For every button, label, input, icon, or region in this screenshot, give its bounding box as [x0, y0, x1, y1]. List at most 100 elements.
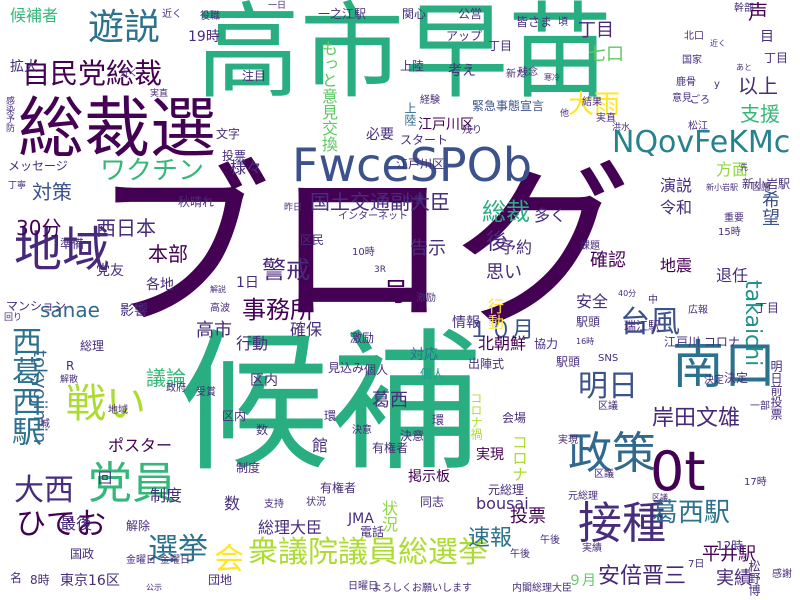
word-seifu: 政府: [166, 383, 186, 394]
word-kasai: 葛西: [372, 390, 408, 411]
word-goro: ごろ: [690, 95, 710, 106]
word-jitsugen2: 実現: [558, 435, 578, 446]
word-kugi2: 区議: [598, 401, 618, 412]
word-gekirei2: 激励: [416, 293, 436, 304]
word-iken: 意見: [672, 93, 692, 104]
word-kaisan: 解散: [60, 375, 79, 385]
word-kettei: 決定: [724, 371, 749, 385]
word-kokuji: 告示: [410, 238, 446, 259]
word-edogawaku: 江戸川区: [418, 117, 474, 133]
word-houmen: 方面: [716, 160, 749, 179]
word-7ka: 7日: [688, 559, 705, 570]
word-reiwa: 令和: [660, 198, 693, 217]
word-12ji: 12時: [716, 539, 744, 553]
word-kai-big: 会: [214, 542, 244, 577]
word-nokori: 残り: [462, 125, 482, 136]
word-y: y: [714, 79, 720, 90]
word-chuu: 中: [648, 295, 658, 306]
word-koe: 声: [748, 0, 768, 24]
word-touin: 党員: [88, 458, 176, 509]
word-shiki: 行動: [485, 298, 504, 330]
word-choume4: 丁目: [488, 39, 513, 53]
word-mawari: 回り: [4, 313, 23, 323]
word-9gatsu: ９月: [568, 573, 596, 589]
word-30fun: 30分: [16, 216, 62, 240]
word-0t: 0t: [650, 440, 706, 503]
word-sakujitsu: 昨日: [284, 203, 303, 213]
word-takanami: 高波: [210, 303, 230, 314]
word-sokuhou: 速報: [468, 526, 513, 551]
word-ketsui: 決意: [400, 429, 425, 443]
word-tokyo16ku: 東京16区: [60, 573, 120, 589]
word-jitsuseki: 実績: [716, 568, 752, 589]
word-moto-souri2: 元総理: [568, 491, 598, 502]
word-kan: 館: [312, 436, 329, 455]
word-internet: インターネット: [338, 211, 408, 222]
word-3r: 3R: [374, 265, 386, 275]
word-mizue-eki: 瑞江駅: [624, 319, 661, 333]
word-kansha: 感謝: [772, 569, 792, 580]
word-ooame: 大雨: [568, 90, 621, 120]
word-ijou: 以上: [738, 74, 778, 98]
word-fwcespob: FwceSPOb: [292, 138, 533, 192]
word-chikaku: 近く: [162, 9, 182, 20]
word-choume3: 丁目: [764, 51, 789, 65]
word-shiro: 城: [40, 419, 50, 430]
word-shien: 支援: [740, 102, 780, 126]
word-touhyou: 投票: [510, 506, 546, 527]
word-kakuchi: 各地: [146, 277, 174, 293]
word-kasai-eki: 葛西駅: [652, 498, 731, 528]
word-tokyojimin: tokyojimin: [29, 350, 50, 444]
word-takaichi: 高市: [196, 320, 232, 341]
word-nankou: 南口: [672, 336, 777, 396]
word-kojin: 個人: [420, 367, 445, 381]
word-kitaguchi: 北口: [684, 31, 704, 42]
word-kinyoubi: 金曜日: [160, 555, 190, 566]
word-kangae: 考え: [448, 63, 476, 79]
word-r: R: [66, 359, 75, 373]
word-jouriku2: 上陸: [400, 59, 425, 73]
word-gou: 号: [383, 278, 410, 308]
word-mei: 名: [10, 571, 23, 585]
word-juuyou: 重要: [724, 213, 744, 224]
word-samazama: 様々: [230, 158, 263, 177]
word-joukyou: 状況: [379, 500, 398, 532]
word-jma: JMA: [348, 511, 374, 527]
word-kishida: 岸田文雄: [652, 406, 741, 431]
word-vaccine: ワクチン: [100, 156, 205, 186]
word-message: メッセージ: [8, 159, 68, 173]
word-ichibu: 一部: [750, 401, 770, 412]
word-motto-iken: もっと意見交換: [319, 40, 338, 152]
word-kokudo: 国土交通副大臣: [310, 190, 450, 214]
word-hideo: ひでお: [16, 507, 106, 542]
word-takaichi-sanae: 高市早苗: [196, 0, 613, 113]
word-nichiyoubi: 日曜日: [348, 581, 378, 592]
word-choume: 丁目: [578, 20, 614, 41]
word-ketsui2: 決意: [352, 425, 372, 436]
word-bousai: bousai: [476, 494, 529, 513]
word-shiji: 支持: [264, 499, 284, 510]
word-kouei2: 公営: [404, 195, 424, 206]
word-ato2: あと: [736, 63, 752, 72]
word-suu2: 数: [256, 423, 269, 437]
word-yuzei: 遊説: [88, 7, 161, 48]
word-jimin-sousai: 自民党総裁: [22, 57, 163, 90]
word-shinkoiwa: 新小岩駅: [742, 177, 791, 191]
word-choume2: 丁目: [755, 301, 780, 315]
word-ichinichi: 一日: [268, 1, 287, 11]
word-8ji: 8時: [30, 573, 50, 587]
word-denwa: 電話: [360, 525, 385, 539]
word-shuugiin: 衆議院議員総選挙: [248, 535, 488, 570]
word-nishinihon: 西日本: [96, 216, 156, 240]
word-ashita: 明日: [578, 369, 638, 404]
word-souridaijin: 総理大臣: [258, 518, 323, 537]
word-yakushoku: 役職: [200, 11, 220, 22]
word-kanrei: 寒冷: [544, 73, 560, 82]
word-kekka: 結果: [582, 97, 602, 108]
word-touyuu: 党友: [96, 263, 124, 279]
word-shishibone: 鹿骨: [676, 77, 696, 88]
word-kinyoubi2: 金曜日: [126, 555, 156, 566]
word-ekitou2: 駅頭: [576, 315, 601, 329]
word-kanbu: 幹部: [734, 3, 754, 14]
